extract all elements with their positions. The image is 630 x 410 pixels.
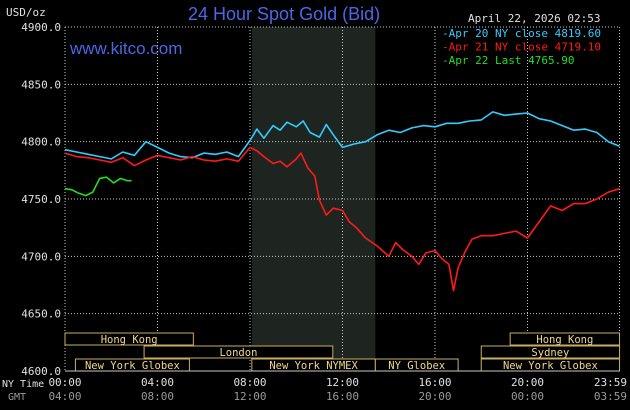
chart-title: 24 Hour Spot Gold (Bid)	[188, 4, 381, 24]
market-session-label: Sydney	[531, 347, 569, 359]
market-session-label: NY Globex	[388, 360, 445, 372]
gmt-label: GMT	[8, 392, 26, 403]
ny-time-tick: 04:00	[141, 376, 174, 389]
y-tick-label: 4750.0	[21, 193, 61, 206]
legend-entry: -Apr 21 NY close 4719.10	[442, 41, 601, 54]
gmt-time-tick: 20:00	[418, 390, 451, 403]
market-session-label: Hong Kong	[536, 334, 593, 346]
y-tick-label: 4850.0	[21, 78, 61, 91]
market-session-box	[480, 345, 621, 359]
market-session-box	[509, 332, 621, 346]
gmt-time-tick: 12:00	[233, 390, 266, 403]
watermark-url[interactable]: www.kitco.com	[70, 39, 183, 58]
y-tick-label: 4700.0	[21, 250, 61, 263]
market-session-label: Hong Kong	[101, 334, 158, 346]
y-tick-label: 4600.0	[21, 365, 61, 378]
ny-time-tick: 23:59	[594, 376, 627, 389]
market-session-label: New York Globex	[85, 360, 180, 372]
ny-time-tick: 08:00	[233, 376, 266, 389]
series-line-apr21	[64, 146, 620, 292]
market-session-label: New York Globex	[503, 360, 598, 372]
legend-entry: -Apr 20 NY close 4819.60	[442, 27, 601, 40]
chart-timestamp: April 22, 2026 02:53	[468, 12, 601, 25]
market-session-label: New York NYMEX	[269, 360, 358, 372]
ny-time-label: NY Time	[2, 379, 44, 390]
gmt-time-tick: 00:00	[511, 390, 544, 403]
gmt-time-tick: 03:59	[594, 390, 627, 403]
gmt-time-tick: 08:00	[141, 390, 174, 403]
market-session-box	[143, 345, 334, 359]
series-line-apr22	[64, 176, 132, 197]
gmt-time-tick: 04:00	[48, 390, 81, 403]
ny-time-tick: 00:00	[48, 376, 81, 389]
gmt-time-tick: 16:00	[326, 390, 359, 403]
ny-time-tick: 12:00	[326, 376, 359, 389]
legend-entry: -Apr 22 Last 4765.90	[442, 54, 574, 67]
y-tick-label: 4800.0	[21, 136, 61, 149]
market-session-label: London	[219, 347, 257, 359]
y-tick-label: 4650.0	[21, 308, 61, 321]
market-session-box	[64, 332, 194, 346]
y-tick-label: 4900.0	[21, 21, 61, 34]
units-label: USD/oz	[6, 6, 46, 19]
series-line-apr20	[64, 111, 620, 160]
ny-time-tick: 20:00	[511, 376, 544, 389]
ny-time-tick: 16:00	[418, 376, 451, 389]
